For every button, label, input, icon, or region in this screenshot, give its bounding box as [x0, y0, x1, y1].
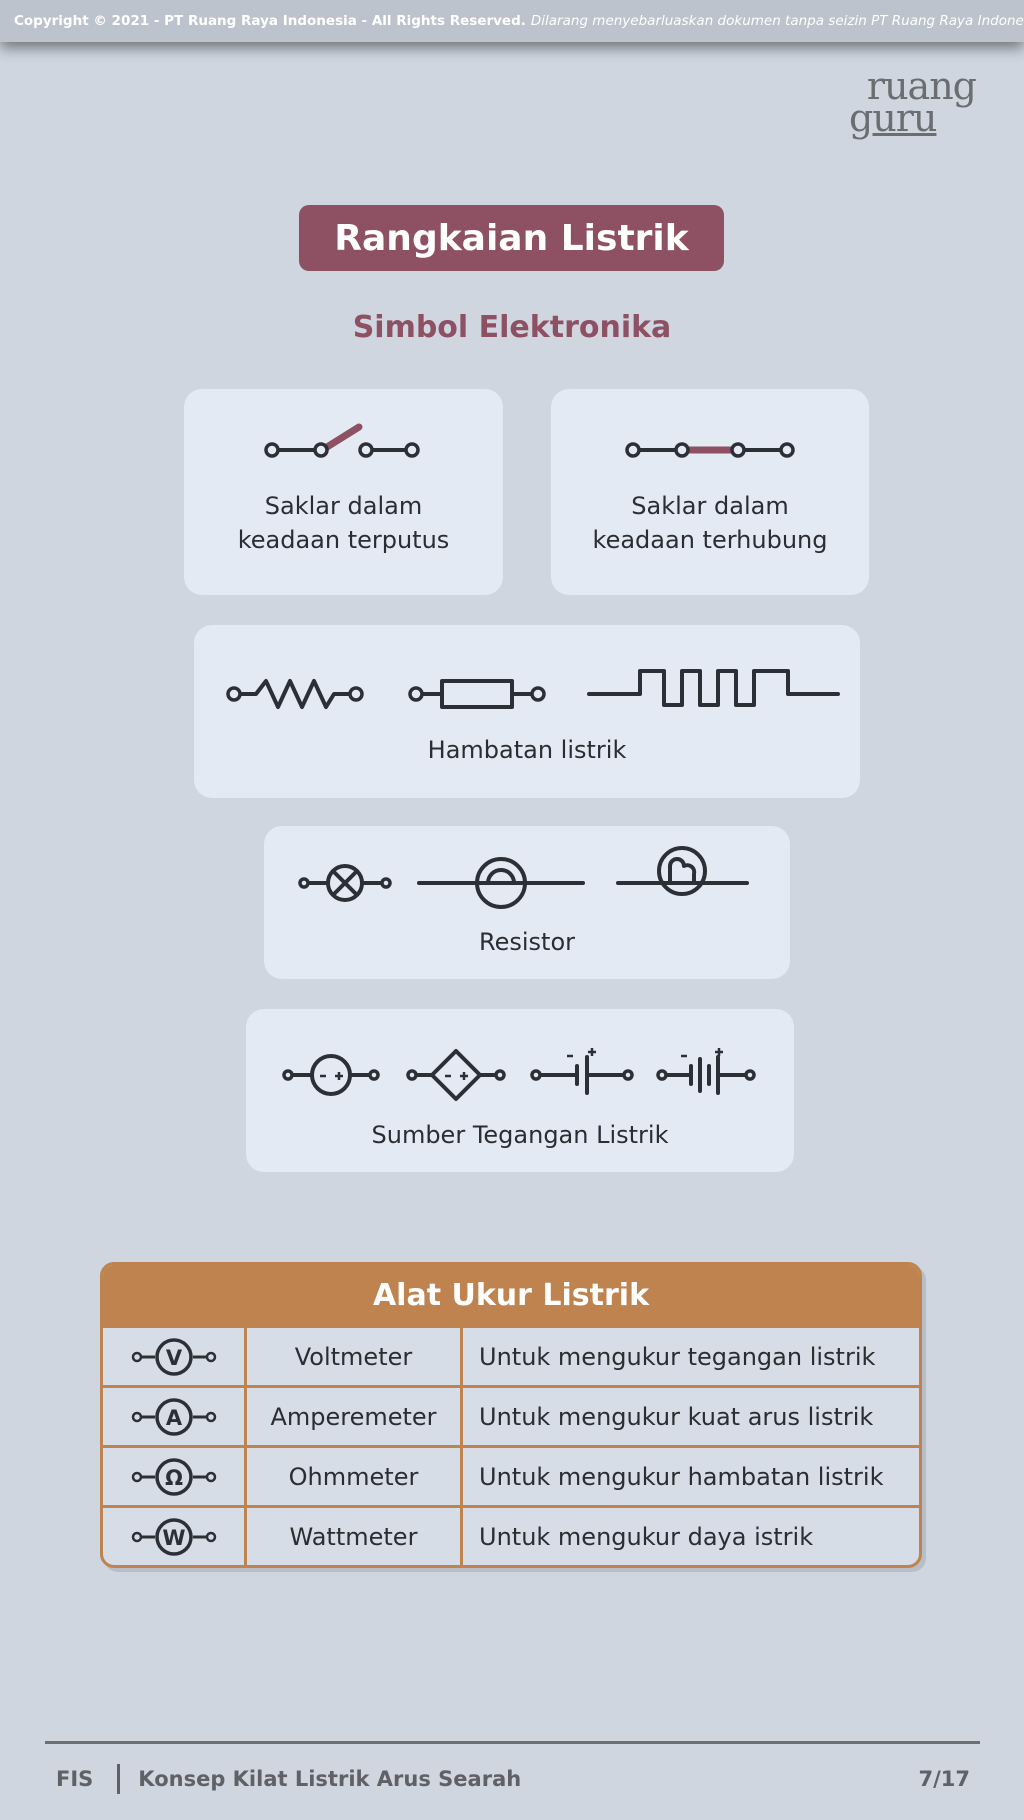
switch-closed-icon [625, 442, 795, 458]
meter-name: Ohmmeter [247, 1448, 463, 1505]
table-row: V Voltmeter Untuk mengukur tegangan listri… [103, 1325, 919, 1385]
meter-symbol-cell: Ω [103, 1448, 247, 1505]
resistor-symbols [298, 846, 749, 909]
copyright-warning: Dilarang menyebarluaskan dokumen tanpa s… [530, 13, 1024, 29]
meter-description: Untuk mengukur daya istrik [479, 1522, 814, 1551]
card-switch-open: Saklar dalam keadaan terputus [184, 389, 503, 595]
measurement-table: Alat Ukur Listrik V Voltmeter Untuk menguk… [100, 1262, 922, 1568]
meter-description: Untuk mengukur tegangan listrik [479, 1342, 876, 1371]
table-title: Alat Ukur Listrik [103, 1265, 919, 1325]
dc-source-icon [282, 1054, 380, 1096]
ruangguru-logo: ruang guru [846, 67, 977, 140]
meter-letter: A [165, 1406, 182, 1430]
meter-letter: W [162, 1526, 185, 1550]
switch-open-icon [264, 423, 420, 458]
amperemeter-icon: A [131, 1397, 216, 1436]
switch-open-label-2: keadaan terputus [237, 526, 450, 554]
card-switch-closed: Saklar dalam keadaan terhubung [551, 389, 869, 595]
section-subtitle: Simbol Elektronika [352, 310, 672, 345]
battery-single-icon [530, 1048, 634, 1095]
box-resistor-icon [408, 679, 546, 709]
dependent-source-icon [406, 1049, 506, 1101]
meter-letter: Ω [165, 1466, 183, 1490]
switch-open-label-1: Saklar dalam [264, 492, 423, 520]
voltage-source-symbols [282, 1048, 756, 1101]
zigzag-resistor-icon [226, 679, 364, 709]
meter-symbol-cell: A [103, 1388, 247, 1445]
card-voltage-source: Sumber Tegangan Listrik [246, 1009, 794, 1172]
footer-subject: FIS [56, 1767, 94, 1791]
logo-line2: guru [849, 96, 937, 140]
meter-symbol-cell: W [103, 1508, 247, 1565]
page-title: Rangkaian Listrik [299, 205, 724, 271]
voltmeter-icon: V [131, 1337, 216, 1376]
table-body: V Voltmeter Untuk mengukur tegangan listri… [103, 1325, 919, 1565]
meter-description: Untuk mengukur hambatan listrik [479, 1462, 884, 1491]
wattmeter-icon: W [131, 1517, 216, 1556]
meter-name: Wattmeter [247, 1508, 463, 1565]
footer-divider [45, 1741, 980, 1744]
card-resistance: Hambatan listrik [194, 625, 860, 798]
switch-closed-label-2: keadaan terhubung [592, 526, 828, 554]
table-row: Ω Ohmmeter Untuk mengukur hambatan listrik [103, 1445, 919, 1505]
footer-separator [117, 1764, 121, 1794]
card-resistor: Resistor [264, 826, 790, 979]
switch-closed-label-1: Saklar dalam [631, 492, 789, 520]
lamp-coil-icon [616, 846, 749, 896]
page-number: 7/17 [918, 1767, 970, 1791]
table-row: A Amperemeter Untuk mengukur kuat arus lis… [103, 1385, 919, 1445]
lamp-x-icon [298, 864, 392, 902]
meter-name: Amperemeter [247, 1388, 463, 1445]
square-wave-resistor-icon [587, 669, 840, 707]
resistor-label: Resistor [479, 928, 575, 956]
voltage-source-label: Sumber Tegangan Listrik [371, 1121, 669, 1149]
copyright-text: Copyright © 2021 - PT Ruang Raya Indones… [14, 13, 526, 29]
ohmmeter-icon: Ω [131, 1457, 216, 1496]
battery-multi-icon [656, 1048, 756, 1095]
logo-line1: ruang [866, 64, 977, 108]
resistance-symbols [226, 669, 840, 709]
resistance-label: Hambatan listrik [427, 736, 627, 764]
footer: FIS Konsep Kilat Listrik Arus Searah 7/1… [56, 1762, 970, 1796]
table-row: W Wattmeter Untuk mengukur daya istrik [103, 1505, 919, 1565]
footer-topic: Konsep Kilat Listrik Arus Searah [138, 1767, 522, 1791]
meter-symbol-cell: V [103, 1328, 247, 1385]
meter-letter: V [165, 1346, 182, 1370]
meter-name: Voltmeter [247, 1328, 463, 1385]
lamp-filament-icon [417, 857, 585, 909]
meter-description: Untuk mengukur kuat arus listrik [479, 1402, 874, 1431]
copyright-bar: Copyright © 2021 - PT Ruang Raya Indones… [0, 0, 1024, 42]
